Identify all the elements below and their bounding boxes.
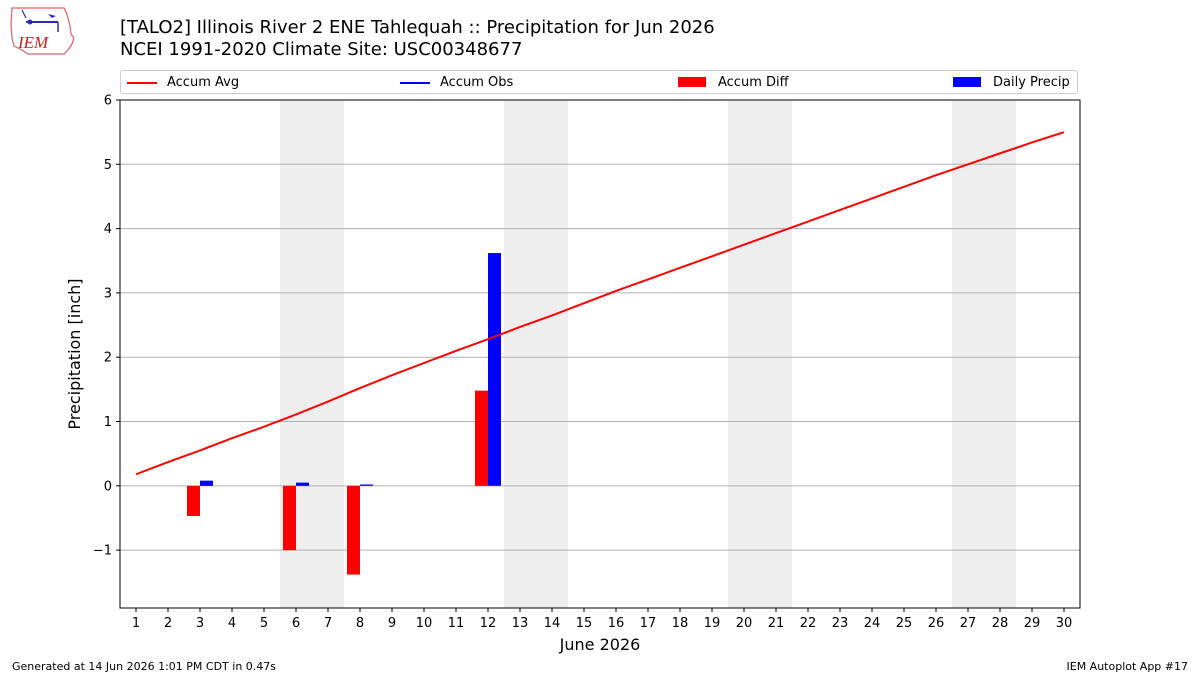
xtick-label-4: 4	[228, 616, 236, 631]
legend-label-daily-precip: Daily Precip	[993, 75, 1070, 90]
xtick-label-8: 8	[356, 616, 364, 631]
bar-accum-diff-day-12	[475, 390, 488, 486]
xtick-label-26: 26	[928, 616, 945, 631]
iem-logo: IEM	[10, 7, 75, 55]
legend-label-accum-avg: Accum Avg	[167, 75, 240, 90]
xtick-label-12: 12	[480, 616, 497, 631]
legend-item-daily-precip: Daily Precip	[953, 74, 1078, 92]
legend-item-accum-avg: Accum Avg	[127, 74, 327, 92]
xtick-label-18: 18	[672, 616, 689, 631]
xtick-label-21: 21	[768, 616, 785, 631]
xtick-label-30: 30	[1056, 616, 1073, 631]
bar-daily-precip-day-6	[296, 482, 309, 486]
footer-generated-text: Generated at 14 Jun 2026 1:01 PM CDT in …	[12, 660, 277, 673]
xtick-label-14: 14	[544, 616, 561, 631]
xtick-label-20: 20	[736, 616, 753, 631]
footer-app-label: IEM Autoplot App #17	[1066, 660, 1189, 673]
y-axis-label: Precipitation [inch]	[65, 278, 84, 429]
xtick-label-1: 1	[132, 616, 140, 631]
legend-item-accum-obs: Accum Obs	[400, 74, 600, 92]
chart-title: [TALO2] Illinois River 2 ENE Tahlequah :…	[120, 17, 715, 38]
xtick-label-19: 19	[704, 616, 721, 631]
ytick-label-7: 6	[104, 94, 112, 109]
xtick-label-6: 6	[292, 616, 300, 631]
plot-frame	[119, 99, 1081, 609]
bar-accum-diff-day-3	[187, 485, 200, 517]
line-accum-avg	[135, 131, 1065, 476]
ytick-label-4: 3	[104, 286, 112, 301]
logo-text: IEM	[17, 33, 49, 52]
ytick-label-6: 5	[104, 158, 112, 173]
xtick-label-9: 9	[388, 616, 396, 631]
xtick-label-7: 7	[324, 616, 332, 631]
xtick-label-16: 16	[608, 616, 625, 631]
chart-legend: Accum Avg Accum Obs Accum Diff Daily Pre…	[120, 70, 1078, 94]
xtick-label-24: 24	[864, 616, 881, 631]
legend-swatch-accum-diff	[678, 77, 706, 87]
x-axis-label: June 2026	[559, 635, 641, 654]
weekend-band-1	[504, 100, 568, 608]
legend-label-accum-diff: Accum Diff	[718, 75, 789, 90]
weekend-band-2	[728, 100, 792, 608]
xtick-label-3: 3	[196, 616, 204, 631]
bar-daily-precip-day-8	[360, 484, 373, 486]
bar-accum-diff-day-6	[283, 485, 296, 551]
xtick-label-29: 29	[1024, 616, 1041, 631]
legend-item-accum-diff: Accum Diff	[678, 74, 878, 92]
legend-label-accum-obs: Accum Obs	[440, 75, 514, 90]
legend-swatch-accum-obs	[400, 82, 430, 84]
xtick-label-25: 25	[896, 616, 913, 631]
ytick-label-2: 1	[104, 415, 112, 430]
xtick-label-10: 10	[416, 616, 433, 631]
bar-accum-diff-day-8	[347, 485, 360, 575]
xtick-label-5: 5	[260, 616, 268, 631]
legend-swatch-accum-avg	[127, 82, 157, 84]
xtick-label-11: 11	[448, 616, 465, 631]
weekend-band-3	[952, 100, 1016, 608]
xtick-label-23: 23	[832, 616, 849, 631]
bar-daily-precip-day-3	[200, 480, 213, 486]
xtick-label-17: 17	[640, 616, 657, 631]
xtick-label-13: 13	[512, 616, 529, 631]
ytick-label-5: 4	[104, 222, 112, 237]
xtick-label-15: 15	[576, 616, 593, 631]
bar-daily-precip-day-12	[488, 253, 501, 486]
xtick-label-22: 22	[800, 616, 817, 631]
xtick-label-28: 28	[992, 616, 1009, 631]
chart-subtitle: NCEI 1991-2020 Climate Site: USC00348677	[120, 39, 523, 60]
ytick-label-3: 2	[104, 351, 112, 366]
ytick-label-1: 0	[104, 479, 112, 494]
ytick-label-0: −1	[93, 544, 112, 559]
xtick-label-27: 27	[960, 616, 977, 631]
xtick-label-2: 2	[164, 616, 172, 631]
legend-swatch-daily-precip	[953, 77, 981, 87]
